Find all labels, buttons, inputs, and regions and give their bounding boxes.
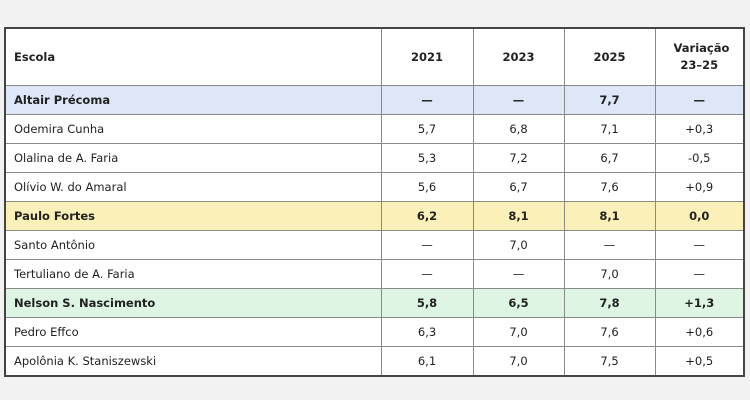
score-cell: 7,8 bbox=[563, 288, 656, 318]
score-cell: 6,5 bbox=[472, 288, 565, 318]
score-cell: +0,5 bbox=[654, 346, 745, 377]
column-header: Variação 23–25 bbox=[654, 27, 745, 86]
score-cell: 7,0 bbox=[472, 346, 565, 377]
score-cell: — bbox=[654, 230, 745, 260]
table-row: Santo Antônio —7,0— — bbox=[4, 230, 745, 260]
score-cell: 7,2 bbox=[472, 143, 565, 173]
score-cell: +0,9 bbox=[654, 172, 745, 202]
table-row: Paulo Fortes 6,2 8,1 8,1 0,0 bbox=[4, 201, 745, 231]
score-cell: 6,1 bbox=[380, 346, 474, 377]
score-cell: 0,0 bbox=[654, 201, 745, 231]
score-cell: 5,8 bbox=[380, 288, 474, 318]
table-row: Olívio W. do Amaral 5,6 6,7 7,6 +0,9 bbox=[4, 172, 745, 202]
school-name: Paulo Fortes bbox=[4, 201, 382, 231]
table-row: Apolônia K. Staniszewski 6,1 7,0 7,5 +0,5 bbox=[4, 346, 745, 377]
score-cell: — bbox=[380, 230, 474, 260]
score-cell: 5,3 bbox=[380, 143, 474, 173]
score-cell: 6,2 bbox=[380, 201, 474, 231]
score-cell: +0,3 bbox=[654, 114, 745, 144]
school-name: Apolônia K. Staniszewski bbox=[4, 346, 382, 377]
column-header: Escola bbox=[4, 27, 382, 86]
score-cell: 8,1 bbox=[472, 201, 565, 231]
score-cell: — bbox=[654, 259, 745, 289]
header-row: Escola 2021 2023 2025 Variação 23–25 bbox=[4, 27, 745, 86]
table-row: Tertuliano de A. Faria — —7,0— bbox=[4, 259, 745, 289]
score-cell: 7,6 bbox=[563, 317, 656, 347]
score-cell: 6,7 bbox=[563, 143, 656, 173]
column-header: 2025 bbox=[563, 27, 656, 86]
school-name: Nelson S. Nascimento bbox=[4, 288, 382, 318]
table: Escola 2021 2023 2025 Variação 23–25 Altair … bbox=[4, 27, 745, 377]
score-cell: -0,5 bbox=[654, 143, 745, 173]
score-cell: 7,1 bbox=[563, 114, 656, 144]
table-row: Pedro Effco 6,3 7,0 7,6 +0,6 bbox=[4, 317, 745, 347]
score-cell: +1,3 bbox=[654, 288, 745, 318]
table-card: Escola 2021 2023 2025 Variação 23–25 Altair … bbox=[4, 27, 745, 377]
score-cell: — bbox=[380, 85, 474, 115]
score-cell: 5,6 bbox=[380, 172, 474, 202]
column-header: 2021 bbox=[380, 27, 474, 86]
score-cell: 7,6 bbox=[563, 172, 656, 202]
school-name: Tertuliano de A. Faria bbox=[4, 259, 382, 289]
score-cell: 7,0 bbox=[472, 317, 565, 347]
score-cell: 7,5 bbox=[563, 346, 656, 377]
school-name: Santo Antônio bbox=[4, 230, 382, 260]
table-row: Nelson S. Nascimento 5,8 6,5 7,8 +1,3 bbox=[4, 288, 745, 318]
score-cell: — bbox=[563, 230, 656, 260]
table-row: Olalina de A. Faria 5,3 7,2 6,7 -0,5 bbox=[4, 143, 745, 173]
score-cell: 7,0 bbox=[472, 230, 565, 260]
table-row: Altair Précoma — —7,7— bbox=[4, 85, 745, 115]
score-cell: — bbox=[380, 259, 474, 289]
table-head: Escola 2021 2023 2025 Variação 23–25 bbox=[4, 27, 745, 86]
school-name: Olívio W. do Amaral bbox=[4, 172, 382, 202]
table-body: Altair Précoma — —7,7— Odemira Cunha 5,7 6,8 7… bbox=[4, 85, 745, 377]
table-row: Odemira Cunha 5,7 6,8 7,1 +0,3 bbox=[4, 114, 745, 144]
score-cell: 6,7 bbox=[472, 172, 565, 202]
school-name: Pedro Effco bbox=[4, 317, 382, 347]
school-name: Odemira Cunha bbox=[4, 114, 382, 144]
column-header: 2023 bbox=[472, 27, 565, 86]
score-cell: 7,0 bbox=[563, 259, 656, 289]
score-cell: +0,6 bbox=[654, 317, 745, 347]
score-cell: 5,7 bbox=[380, 114, 474, 144]
school-name: Altair Précoma bbox=[4, 85, 382, 115]
score-cell: — bbox=[472, 259, 565, 289]
score-cell: 6,8 bbox=[472, 114, 565, 144]
score-cell: — bbox=[654, 85, 745, 115]
score-cell: 8,1 bbox=[563, 201, 656, 231]
score-cell: 6,3 bbox=[380, 317, 474, 347]
school-name: Olalina de A. Faria bbox=[4, 143, 382, 173]
score-cell: — bbox=[472, 85, 565, 115]
score-cell: 7,7 bbox=[563, 85, 656, 115]
